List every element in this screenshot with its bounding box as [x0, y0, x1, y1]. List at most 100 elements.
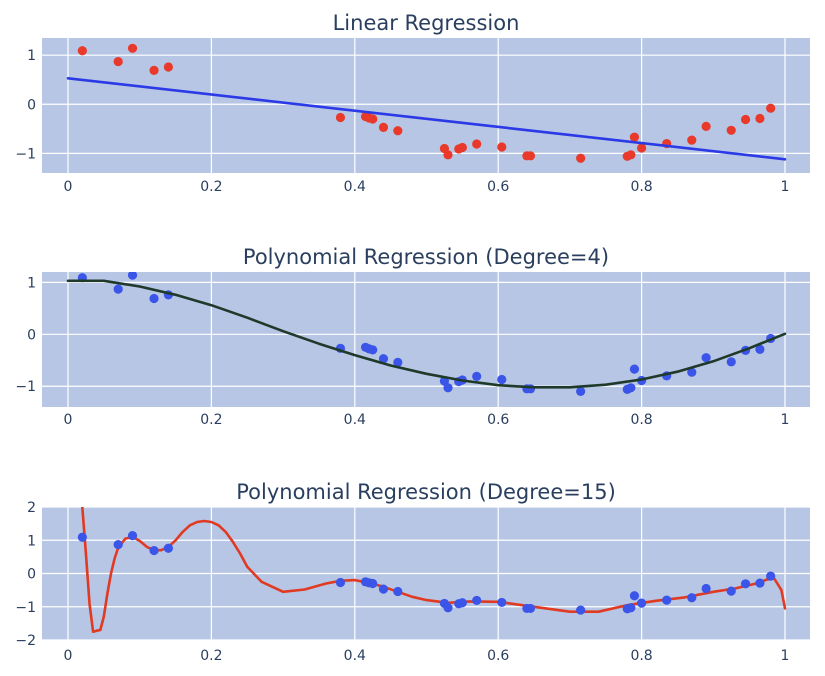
- data-point: [378, 584, 389, 594]
- data-point: [497, 374, 507, 385]
- series-group: [66, 43, 787, 163]
- data-point: [457, 142, 467, 153]
- data-point: [525, 603, 536, 614]
- data-point: [626, 603, 636, 613]
- data-point: [755, 578, 765, 588]
- data-point: [443, 383, 453, 393]
- x-tick-label: 0.8: [630, 412, 652, 428]
- x-tick-label: 0.8: [630, 179, 652, 195]
- data-point: [149, 545, 159, 556]
- series-line: [81, 507, 787, 634]
- data-point: [726, 586, 736, 596]
- data-point: [726, 357, 736, 367]
- data-point: [637, 598, 647, 608]
- series-group: [66, 272, 787, 397]
- y-tick-label: −1: [15, 146, 36, 162]
- data-point: [127, 530, 138, 541]
- chart-panel-1: Linear Regression 0 0.2 0.4 0.6 0.8 1 1 0 −1: [15, 11, 810, 195]
- data-point: [443, 150, 453, 160]
- data-point: [443, 603, 453, 613]
- y-tick-label: −2: [15, 633, 36, 649]
- data-point: [576, 386, 586, 397]
- plot-area: [42, 38, 810, 173]
- data-point: [113, 284, 123, 294]
- data-point: [378, 354, 389, 364]
- data-point: [127, 43, 138, 53]
- data-point: [368, 345, 378, 355]
- data-point: [740, 114, 751, 125]
- data-point: [701, 353, 711, 363]
- data-point: [687, 367, 697, 377]
- y-tick-label: 1: [27, 533, 36, 549]
- x-tick-label: 1: [781, 179, 790, 195]
- x-tick-label: 0.6: [487, 179, 509, 195]
- y-tick-label: 0: [27, 327, 36, 343]
- data-point: [525, 151, 536, 161]
- data-point: [368, 578, 378, 589]
- data-point: [378, 122, 389, 132]
- data-point: [662, 595, 672, 605]
- series-group: [77, 507, 787, 634]
- y-tick-label: 0: [27, 567, 36, 583]
- data-point: [335, 577, 346, 588]
- data-point: [497, 597, 507, 608]
- series-line: [66, 279, 787, 389]
- data-point: [755, 344, 765, 354]
- x-tick-label: 1: [781, 412, 790, 428]
- y-tick-label: 1: [27, 48, 36, 64]
- x-tick-label: 0.2: [200, 412, 222, 428]
- chart-title: Linear Regression: [333, 11, 520, 35]
- data-point: [626, 383, 636, 393]
- x-tick-label: 0.8: [630, 648, 652, 664]
- chart-panel-2: Polynomial Regression (Degree=4) 0 0.2 0.4 0…: [15, 245, 810, 428]
- data-point: [740, 579, 751, 589]
- data-point: [687, 593, 697, 603]
- data-point: [393, 126, 403, 136]
- data-point: [393, 586, 403, 597]
- chart-title: Polynomial Regression (Degree=4): [243, 245, 609, 269]
- data-point: [687, 135, 697, 145]
- data-point: [766, 103, 776, 113]
- data-point: [626, 150, 636, 160]
- data-point: [149, 293, 159, 304]
- data-point: [368, 114, 378, 124]
- y-tick-label: 2: [27, 500, 36, 516]
- data-point: [576, 153, 586, 163]
- data-point: [629, 591, 640, 601]
- x-tick-label: 0: [64, 648, 73, 664]
- data-point: [113, 539, 123, 550]
- chart-title: Polynomial Regression (Degree=15): [236, 480, 616, 504]
- x-tick-label: 0.4: [344, 412, 366, 428]
- data-point: [726, 125, 736, 135]
- x-tick-label: 0.4: [344, 648, 366, 664]
- data-point: [163, 543, 173, 553]
- y-tick-label: 1: [27, 275, 36, 291]
- data-point: [701, 583, 711, 594]
- x-tick-label: 0: [64, 412, 73, 428]
- data-point: [766, 571, 776, 581]
- data-point: [497, 142, 507, 152]
- x-tick-label: 0.6: [487, 412, 509, 428]
- data-point: [629, 364, 640, 374]
- chart-panel-3: Polynomial Regression (Degree=15) 0 0.2 0.4…: [15, 480, 810, 664]
- y-tick-label: 0: [27, 97, 36, 113]
- y-tick-label: −1: [15, 379, 36, 395]
- data-point: [701, 121, 711, 131]
- data-point: [629, 132, 640, 142]
- data-point: [335, 112, 346, 123]
- x-tick-label: 0.2: [200, 179, 222, 195]
- x-tick-label: 0.6: [487, 648, 509, 664]
- x-tick-label: 0.4: [344, 179, 366, 195]
- data-point: [457, 598, 467, 608]
- data-point: [113, 56, 123, 67]
- x-tick-label: 0.2: [200, 648, 222, 664]
- series-line: [66, 77, 787, 161]
- data-point: [472, 595, 482, 606]
- data-point: [472, 371, 482, 381]
- x-tick-label: 0: [64, 179, 73, 195]
- data-point: [755, 113, 765, 124]
- data-point: [576, 605, 586, 615]
- data-point: [393, 357, 403, 367]
- data-point: [77, 532, 87, 542]
